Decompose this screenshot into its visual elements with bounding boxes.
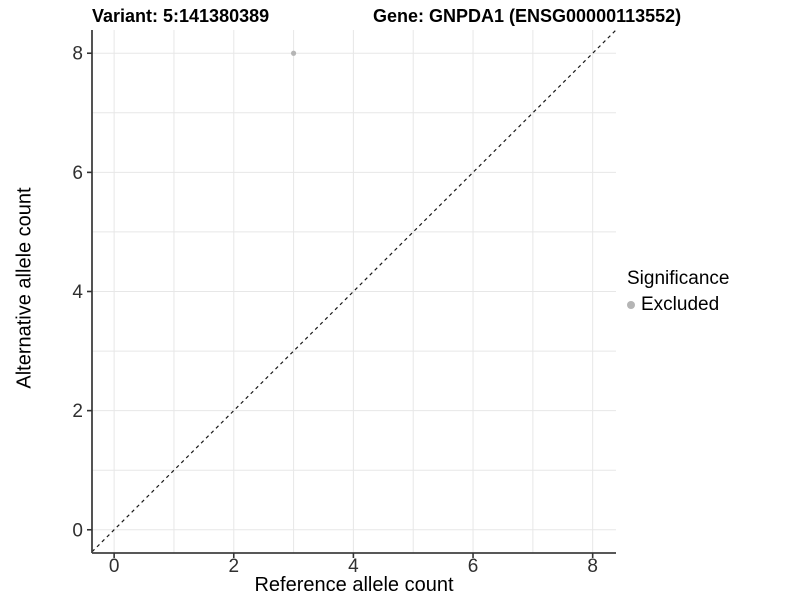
legend-items: Excluded bbox=[627, 294, 729, 316]
legend: Significance Excluded bbox=[627, 268, 729, 316]
x-tick-label: 2 bbox=[228, 556, 239, 577]
y-tick-label: 4 bbox=[72, 282, 83, 303]
legend-title: Significance bbox=[627, 268, 730, 289]
y-tick-label: 0 bbox=[72, 520, 83, 541]
x-tick-label: 0 bbox=[109, 556, 120, 577]
x-tick-label: 4 bbox=[348, 556, 359, 577]
x-tick-label: 6 bbox=[468, 556, 479, 577]
y-tick-label: 8 bbox=[72, 44, 83, 65]
legend-key-dot-icon bbox=[627, 301, 635, 309]
y-tick-label: 2 bbox=[72, 401, 83, 422]
variant-title: Variant: 5:141380389 bbox=[92, 6, 270, 26]
identity-line bbox=[91, 29, 617, 553]
legend-item: Excluded bbox=[627, 294, 729, 316]
x-axis-title: Reference allele count bbox=[254, 574, 454, 596]
legend-item-label: Excluded bbox=[641, 294, 720, 315]
x-tick-label: 8 bbox=[587, 556, 598, 577]
gene-title: Gene: GNPDA1 (ENSG00000113552) bbox=[373, 6, 682, 26]
y-axis-title: Alternative allele count bbox=[13, 187, 36, 389]
data-point bbox=[290, 50, 297, 56]
y-tick-label: 6 bbox=[72, 163, 83, 184]
